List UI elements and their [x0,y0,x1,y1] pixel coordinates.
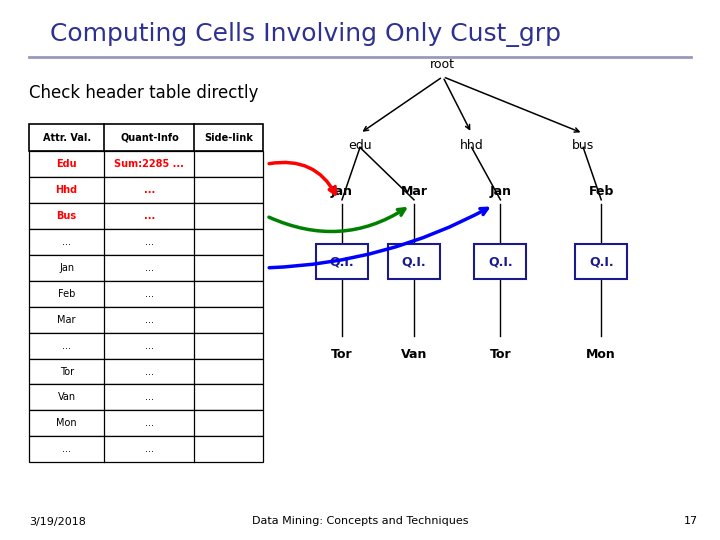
Text: Q.I.: Q.I. [402,255,426,268]
Bar [29,124,263,151]
Bar [29,255,263,281]
Text: Van: Van [58,393,76,402]
Bar [29,436,263,462]
Bar [29,177,263,203]
Text: Mar: Mar [58,315,76,325]
Text: Mar: Mar [400,185,428,198]
Text: 3/19/2018: 3/19/2018 [29,516,86,526]
Text: ...: ... [62,237,71,247]
Text: Feb: Feb [58,289,76,299]
Text: Tor: Tor [60,367,73,376]
Text: edu: edu [348,139,372,152]
Text: Data Mining: Concepts and Techniques: Data Mining: Concepts and Techniques [252,516,468,526]
Text: Q.I.: Q.I. [488,255,513,268]
Bar [29,203,263,229]
Bar [29,281,263,307]
Text: Bus: Bus [57,211,76,221]
Text: 17: 17 [684,516,698,526]
Text: Tor: Tor [331,348,353,361]
Text: Jan: Jan [331,185,353,198]
Bar [29,359,263,384]
Text: ...: ... [144,211,155,221]
Text: bus: bus [572,139,594,152]
FancyBboxPatch shape [388,244,440,280]
Text: Attr. Val.: Attr. Val. [42,133,91,143]
Bar [29,384,263,410]
Text: ...: ... [145,341,154,350]
Text: ...: ... [145,393,154,402]
Text: ...: ... [145,315,154,325]
Text: ...: ... [62,341,71,350]
Text: Computing Cells Involving Only Cust_grp: Computing Cells Involving Only Cust_grp [50,22,562,46]
Text: Tor: Tor [490,348,511,361]
Text: Q.I.: Q.I. [589,255,613,268]
Text: Jan: Jan [490,185,511,198]
Text: ...: ... [144,185,155,195]
Text: Q.I.: Q.I. [330,255,354,268]
Bar [29,333,263,359]
Text: Hhd: Hhd [55,185,78,195]
Text: ...: ... [145,444,154,454]
Text: Jan: Jan [59,263,74,273]
Text: Edu: Edu [56,159,77,169]
Text: ...: ... [62,444,71,454]
Bar [29,307,263,333]
Text: Mon: Mon [56,418,77,428]
FancyBboxPatch shape [575,244,627,280]
Text: root: root [431,58,455,71]
Bar [29,151,263,177]
Text: ...: ... [145,367,154,376]
FancyBboxPatch shape [474,244,526,280]
Text: hhd: hhd [460,139,483,152]
Bar [29,410,263,436]
Bar [29,229,263,255]
FancyBboxPatch shape [316,244,368,280]
Text: Sum:2285 ...: Sum:2285 ... [114,159,184,169]
Text: Side-link: Side-link [204,133,253,143]
Text: ...: ... [145,289,154,299]
Text: Van: Van [401,348,427,361]
Text: Feb: Feb [588,185,614,198]
Text: ...: ... [145,418,154,428]
Text: Check header table directly: Check header table directly [29,84,258,102]
Text: ...: ... [145,263,154,273]
Text: Mon: Mon [586,348,616,361]
Text: ...: ... [145,237,154,247]
Text: Quant-Info: Quant-Info [120,133,179,143]
